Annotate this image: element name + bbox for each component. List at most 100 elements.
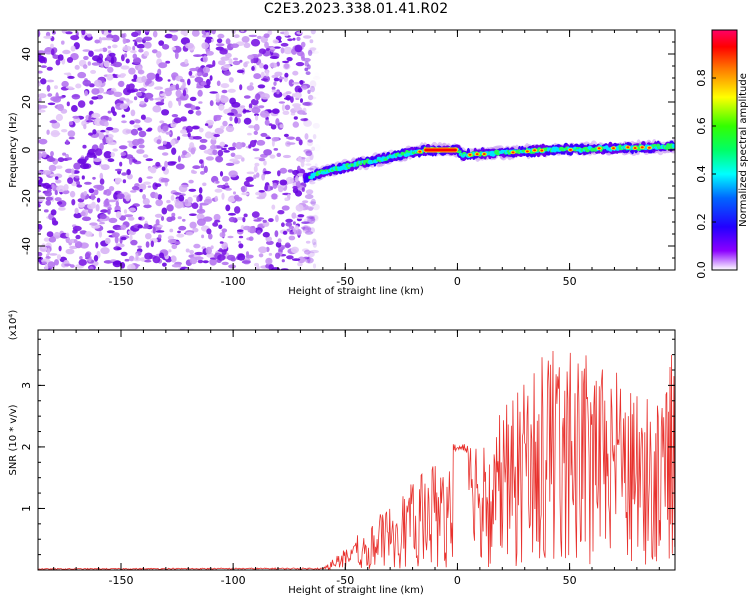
spectrogram-noise-blob xyxy=(150,240,154,248)
colorbar-tick-label: 0.0 xyxy=(695,261,708,279)
spectrogram-noise-blob xyxy=(311,238,317,246)
spectrogram-noise-blob xyxy=(46,84,51,92)
spectrogram-noise-blob xyxy=(127,263,136,270)
spectrogram-noise-blob xyxy=(168,249,172,253)
spectrogram-noise-blob xyxy=(199,204,203,212)
spectrogram-ridge-peak xyxy=(418,150,422,153)
spectrogram-noise-blob xyxy=(138,144,145,149)
spectrogram-noise-blob xyxy=(253,130,258,135)
spectrogram-ridge-core xyxy=(575,147,580,150)
spectrogram-noise-blob xyxy=(38,177,40,181)
spectrogram-noise-blob xyxy=(307,64,311,70)
spectrogram-noise-blob xyxy=(120,33,126,39)
spectrogram-noise-blob xyxy=(282,230,288,235)
spectrogram-noise-blob xyxy=(152,30,158,38)
spectrogram-noise-blob xyxy=(252,148,260,152)
spectrogram-noise-blob xyxy=(44,191,52,197)
spectrogram-noise-blob xyxy=(270,186,274,191)
spectrogram-noise-blob xyxy=(206,228,212,235)
spectrogram-noise-blob xyxy=(132,45,136,51)
spectrogram-noise-blob xyxy=(290,246,299,254)
spectrogram-ridge-peak xyxy=(526,150,529,153)
spectrogram-xlabel: Height of straight line (km) xyxy=(288,286,424,297)
spectrogram-noise-blob xyxy=(86,33,92,38)
spectrogram-noise-blob xyxy=(162,44,170,50)
spectrogram-noise-blob xyxy=(301,187,305,192)
spectrogram-noise-blob xyxy=(162,152,169,156)
spectrogram-noise-blob xyxy=(220,147,227,151)
spectrogram-noise-blob xyxy=(189,96,197,102)
spectrogram-noise-blob xyxy=(234,154,243,160)
spectrogram-noise-blob xyxy=(175,163,185,170)
spectrogram-ridge-peak xyxy=(626,146,630,149)
spectrogram-noise-blob xyxy=(105,134,109,138)
spectrogram-noise-blob xyxy=(248,236,254,241)
spectrogram-noise-blob xyxy=(61,80,69,88)
spectrogram-noise-blob xyxy=(267,109,272,113)
spectrogram-noise-blob xyxy=(284,242,291,249)
spectrogram-noise-blob xyxy=(104,37,114,41)
spectrogram-noise-blob xyxy=(55,113,64,122)
spectrogram-noise-blob xyxy=(75,234,81,240)
spectrogram-noise-blob xyxy=(115,200,120,208)
spectrogram-noise-blob xyxy=(219,171,224,177)
spectrogram-noise-blob xyxy=(84,90,88,97)
spectrogram-noise-blob xyxy=(272,39,279,44)
spectrogram-noise-blob xyxy=(107,158,115,163)
spectrogram-noise-blob xyxy=(74,207,79,214)
spectrogram-noise-blob xyxy=(220,83,230,89)
spectrogram-noise-blob xyxy=(55,165,63,169)
spectrogram-noise-blob xyxy=(56,254,62,260)
spectrogram-noise-blob xyxy=(170,194,175,201)
spectrogram-noise-blob xyxy=(202,55,208,63)
spectrogram-noise-blob xyxy=(160,93,167,97)
spectrogram-noise-blob xyxy=(62,152,67,156)
spectrogram-noise-blob xyxy=(209,258,217,266)
spectrogram-noise-blob xyxy=(95,204,100,212)
spectrogram-ridge-core xyxy=(457,150,462,154)
spectrogram-noise-blob xyxy=(258,53,263,57)
spectrogram-noise-blob xyxy=(232,57,239,61)
spectrogram-noise-blob xyxy=(171,244,178,250)
spectrogram-noise-blob xyxy=(204,30,210,33)
spectrogram-noise-blob xyxy=(92,55,101,62)
spectrogram-noise-blob xyxy=(90,193,96,201)
spectrogram-noise-blob xyxy=(43,35,52,39)
spectrogram-noise-blob xyxy=(72,115,80,119)
spectrogram-noise-blob xyxy=(223,64,231,69)
spectrogram-tick-labels: -150 -100 -50 0 50 -40 -20 0 20 40 xyxy=(20,47,577,288)
spectrogram-noise-blob xyxy=(160,177,170,183)
spectrogram-noise-blob xyxy=(295,136,301,142)
spectrogram-noise-blob xyxy=(70,45,76,52)
spectrogram-noise-blob xyxy=(48,236,57,243)
spectrogram-noise-blob xyxy=(107,208,111,215)
spectrogram-noise-blob xyxy=(220,125,225,130)
spectrogram-noise-blob xyxy=(112,148,118,152)
spectrogram-noise-blob xyxy=(65,168,73,174)
spectrogram-noise-blob xyxy=(301,85,308,91)
spectrogram-noise-blob xyxy=(305,157,311,163)
spectrogram-noise-blob xyxy=(156,224,163,228)
spectrogram-noise-blob xyxy=(127,230,134,235)
spectrogram-noise-blob xyxy=(158,40,165,46)
spectrogram-noise-blob xyxy=(54,197,62,202)
spectrogram-noise-blob xyxy=(254,113,259,117)
spectrogram-noise-blob xyxy=(84,181,92,185)
spectrogram-noise-blob xyxy=(300,118,308,122)
spectrogram-noise-blob xyxy=(137,69,145,75)
spectrogram-noise-blob xyxy=(65,153,69,159)
spectrogram-noise-blob xyxy=(141,226,150,229)
spectrogram-noise-blob xyxy=(125,98,130,102)
spectrogram-noise-blob xyxy=(46,157,56,162)
spectrogram-noise-blob xyxy=(111,44,118,49)
spectrogram-noise-blob xyxy=(142,154,149,158)
spectrogram-noise-blob xyxy=(214,127,224,135)
spectrogram-noise-blob xyxy=(166,199,171,204)
spectrogram-noise-blob xyxy=(65,139,69,145)
spectrogram-noise-blob xyxy=(156,139,162,145)
spectrogram-noise-blob xyxy=(92,129,97,135)
spectrogram-noise-blob xyxy=(136,149,145,154)
spectrogram-noise-blob xyxy=(63,184,69,191)
spectrogram-noise-blob xyxy=(312,122,320,129)
spectrogram-noise-blob xyxy=(54,190,58,196)
